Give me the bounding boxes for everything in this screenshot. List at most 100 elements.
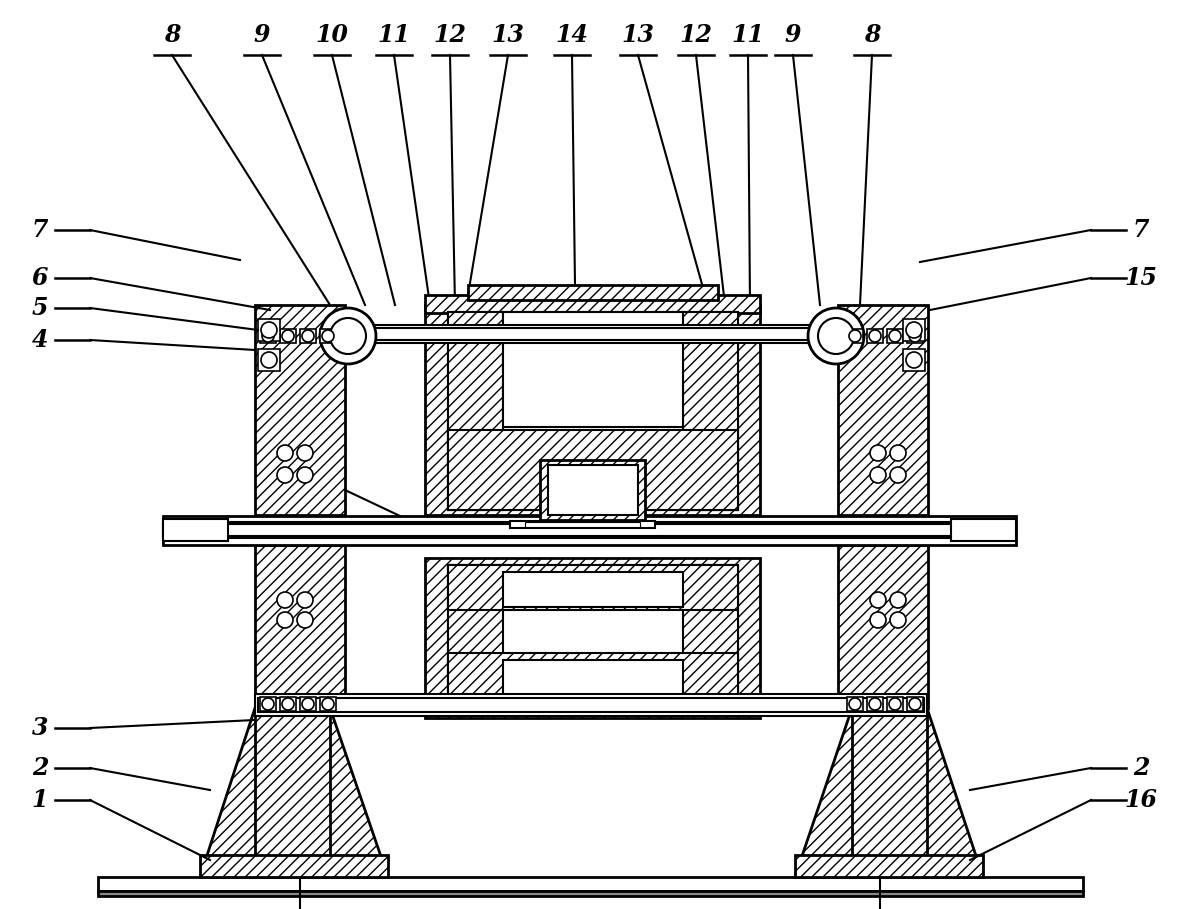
Circle shape: [329, 318, 366, 354]
Bar: [348, 328, 837, 340]
Circle shape: [870, 612, 886, 628]
Bar: [526, 522, 640, 527]
Bar: [257, 349, 280, 371]
Bar: [903, 349, 925, 371]
Circle shape: [870, 592, 886, 608]
Circle shape: [320, 308, 376, 364]
Bar: [260, 697, 276, 711]
Circle shape: [818, 318, 854, 354]
Circle shape: [889, 698, 901, 710]
Circle shape: [296, 445, 313, 461]
Circle shape: [869, 330, 881, 342]
Circle shape: [909, 698, 921, 710]
Bar: [903, 319, 925, 341]
Circle shape: [296, 612, 313, 628]
Text: 12: 12: [679, 23, 712, 47]
Circle shape: [278, 445, 293, 461]
Circle shape: [302, 330, 314, 342]
Bar: [163, 516, 1016, 545]
Text: 15: 15: [1124, 266, 1157, 290]
Bar: [510, 521, 655, 528]
Text: 14: 14: [555, 23, 588, 47]
Bar: [98, 877, 1083, 891]
Bar: [847, 329, 863, 343]
Circle shape: [906, 322, 922, 338]
Circle shape: [261, 352, 278, 368]
Circle shape: [261, 322, 278, 338]
Bar: [540, 460, 645, 520]
Bar: [280, 697, 296, 711]
Bar: [503, 572, 683, 607]
Text: 9: 9: [784, 23, 801, 47]
Circle shape: [849, 330, 861, 342]
Bar: [255, 545, 345, 708]
Bar: [425, 700, 761, 718]
Circle shape: [278, 467, 293, 483]
Bar: [468, 285, 718, 300]
Circle shape: [890, 445, 906, 461]
Text: 9: 9: [254, 23, 270, 47]
Bar: [425, 295, 761, 313]
Circle shape: [282, 698, 294, 710]
Bar: [839, 305, 928, 515]
Bar: [163, 519, 228, 541]
Circle shape: [890, 592, 906, 608]
Bar: [448, 312, 503, 510]
Bar: [548, 465, 638, 515]
Bar: [867, 697, 883, 711]
Text: 13: 13: [621, 23, 654, 47]
Circle shape: [262, 698, 274, 710]
Text: 2: 2: [32, 756, 48, 780]
Bar: [867, 329, 883, 343]
Circle shape: [302, 698, 314, 710]
Bar: [425, 305, 761, 515]
Bar: [887, 329, 903, 343]
Text: 8: 8: [863, 23, 880, 47]
Text: 4: 4: [32, 328, 48, 352]
Circle shape: [282, 330, 294, 342]
Bar: [852, 708, 927, 870]
Circle shape: [322, 698, 334, 710]
Bar: [448, 312, 738, 510]
Polygon shape: [795, 708, 983, 877]
Bar: [255, 694, 927, 716]
Text: 2: 2: [1133, 756, 1149, 780]
Circle shape: [296, 467, 313, 483]
Bar: [907, 697, 924, 711]
Bar: [448, 653, 738, 698]
Text: 1: 1: [32, 788, 48, 812]
Text: 11: 11: [731, 23, 764, 47]
Text: 10: 10: [315, 23, 348, 47]
Circle shape: [278, 612, 293, 628]
Bar: [448, 565, 738, 610]
Circle shape: [870, 445, 886, 461]
Text: 13: 13: [491, 23, 524, 47]
Bar: [255, 305, 345, 515]
Bar: [683, 565, 738, 698]
Circle shape: [808, 308, 864, 364]
Bar: [345, 325, 840, 343]
Bar: [163, 522, 1016, 538]
Circle shape: [262, 330, 274, 342]
Bar: [683, 312, 738, 510]
Bar: [163, 524, 1016, 536]
Bar: [260, 329, 276, 343]
Bar: [847, 697, 863, 711]
Text: 12: 12: [433, 23, 466, 47]
Bar: [280, 329, 296, 343]
Circle shape: [889, 330, 901, 342]
Bar: [839, 545, 928, 708]
Bar: [448, 430, 738, 510]
Bar: [503, 312, 683, 427]
Text: 11: 11: [378, 23, 411, 47]
Bar: [320, 329, 337, 343]
Bar: [98, 891, 1083, 896]
Circle shape: [909, 330, 921, 342]
Circle shape: [870, 467, 886, 483]
Bar: [887, 697, 903, 711]
Circle shape: [296, 592, 313, 608]
Circle shape: [278, 592, 293, 608]
Polygon shape: [200, 708, 389, 877]
Text: 3: 3: [32, 716, 48, 740]
Circle shape: [906, 352, 922, 368]
